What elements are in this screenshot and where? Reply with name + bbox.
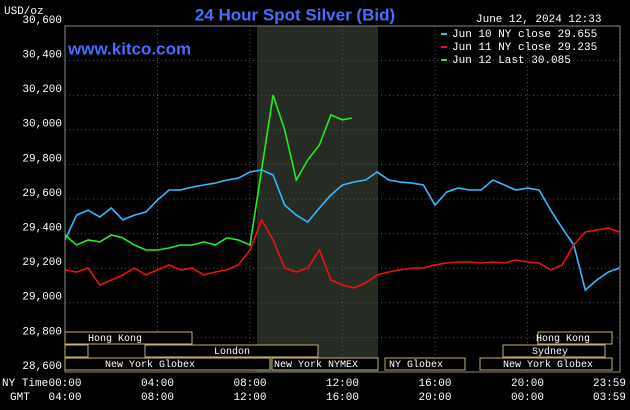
lines [64,94,620,292]
session-label: New York NYMEX [274,359,358,371]
session-box [144,344,319,358]
session-box [64,344,89,358]
session-label: London [214,346,250,358]
series-line [64,94,352,251]
session-label: Hong Kong [536,334,590,345]
timestamp: June 12, 2024 12:33 [476,14,601,26]
gmt-tick-label: 20:00 [418,392,451,404]
chart-title: 24 Hour Spot Silver (Bid) [195,5,395,24]
gmt-label: GMT [10,392,30,404]
gmt-tick-label: 04:00 [48,392,81,404]
legend-entry: Jun 12 Last 30.085 [452,55,571,67]
session-label: New York Globex [503,359,593,371]
x-tick-label: 23:59 [593,378,626,390]
y-tick-label: 28,800 [22,326,62,338]
legend-entry: Jun 10 NY close 29.655 [452,29,597,41]
session-box [271,357,379,371]
x-tick-label: 16:00 [418,378,451,390]
gmt-tick-label: 03:59 [593,392,626,404]
session-box [64,357,271,371]
session-label: New York Globex [105,359,195,371]
x-tick-label: 00:00 [48,378,81,390]
y-tick-label: 29,800 [22,153,62,165]
y-tick-label: 29,400 [22,223,62,235]
y-tick-label: 28,600 [22,361,62,373]
sessions: Hong Kong London New York Globex New Yor… [64,331,613,371]
y-tick-label: 30,600 [22,15,62,27]
gmt-tick-label: 08:00 [141,392,174,404]
session-label: Hong Kong [88,334,142,345]
x-tick-label: 08:00 [233,378,266,390]
y-tick-label: 29,600 [22,188,62,200]
x-axis-label: NY Time [2,378,48,390]
gmt-tick-label: 16:00 [326,392,359,404]
session-box [537,331,613,345]
series-line [64,218,620,289]
gmt-tick-label: 12:00 [233,392,266,404]
website: www.kitco.com [67,39,191,58]
x-tick-label: 04:00 [141,378,174,390]
session-box [384,357,466,371]
y-tick-label: 30,400 [22,50,62,62]
y-tick-label: 30,000 [22,119,62,131]
unit-label: USD/oz [4,6,44,18]
x-tick-label: 20:00 [511,378,544,390]
y-tick-label: 29,200 [22,257,62,269]
session-label: Sydney [532,346,568,358]
gmt-tick-label: 00:00 [511,392,544,404]
session-box [502,344,606,358]
legend-entry: Jun 11 NY close 29.235 [452,42,597,54]
series-line [64,169,620,292]
y-tick-label: 29,000 [22,292,62,304]
x-tick-label: 12:00 [326,378,359,390]
session-box [64,331,193,345]
session-box [479,357,613,371]
plot-frame [64,25,621,373]
session-label: NY Globex [389,359,443,371]
y-tick-label: 30,200 [22,84,62,96]
